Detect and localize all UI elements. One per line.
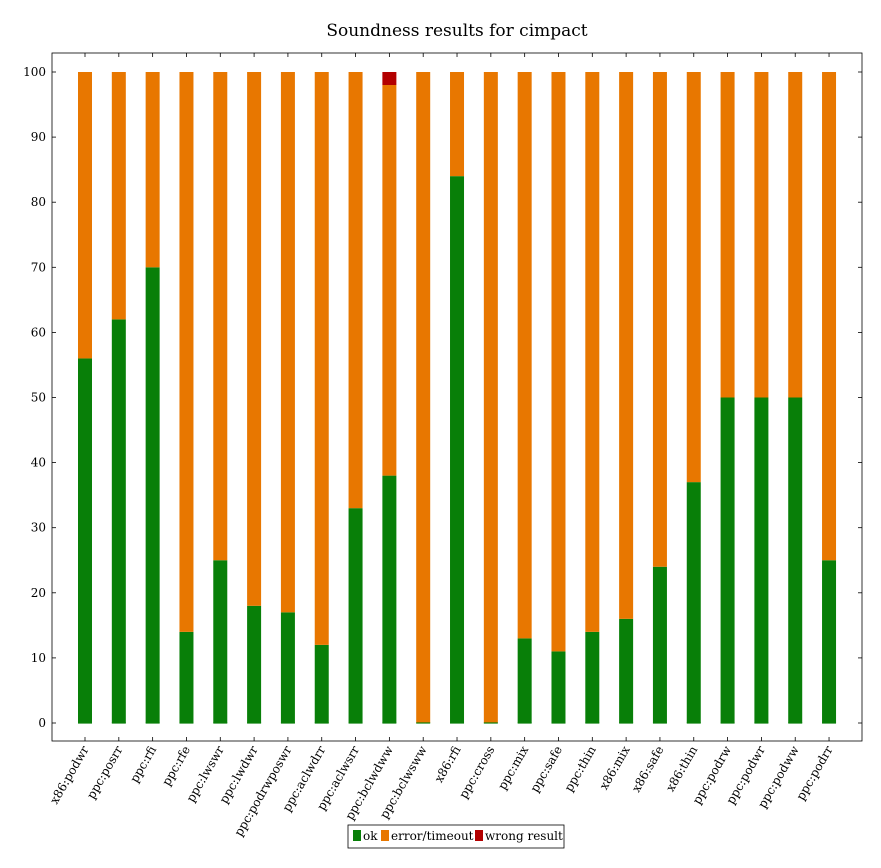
x-tick-label: x86:podwr bbox=[47, 743, 92, 806]
bar-ok bbox=[788, 397, 803, 723]
y-tick-label: 40 bbox=[31, 456, 46, 470]
legend-swatch bbox=[381, 830, 389, 841]
legend-label: error/timeout bbox=[391, 829, 474, 843]
bar-error-timeout bbox=[213, 72, 228, 561]
x-tick-label: ppc:mix bbox=[495, 743, 531, 792]
bar-ok bbox=[551, 651, 566, 723]
bar-ok bbox=[213, 560, 228, 723]
bars-group bbox=[78, 72, 837, 724]
bar-error-timeout bbox=[416, 72, 431, 723]
y-tick-label: 100 bbox=[23, 65, 46, 79]
x-tick-label: x86:safe bbox=[629, 744, 667, 795]
bar-ok bbox=[145, 267, 160, 723]
legend-label: wrong result bbox=[485, 829, 563, 843]
bar-ok bbox=[585, 631, 600, 723]
bar-ok bbox=[314, 644, 329, 723]
x-tick-label: ppc:rfi bbox=[127, 744, 159, 786]
y-tick-label: 0 bbox=[38, 716, 46, 730]
bar-ok bbox=[517, 638, 532, 723]
bar-ok bbox=[348, 508, 363, 723]
legend-label: ok bbox=[363, 829, 378, 843]
bar-error-timeout bbox=[280, 72, 295, 613]
bar-ok bbox=[450, 176, 465, 723]
bar-ok bbox=[78, 358, 92, 723]
bar-error-timeout bbox=[720, 72, 735, 398]
bar-ok bbox=[720, 397, 735, 723]
y-tick-label: 10 bbox=[31, 651, 46, 665]
bar-error-timeout bbox=[314, 72, 329, 645]
bar-error-timeout bbox=[348, 72, 363, 509]
x-tick-label: x86:thin bbox=[663, 743, 700, 794]
x-tick-label: ppc:rfe bbox=[159, 744, 193, 789]
bar-ok bbox=[280, 612, 295, 723]
bar-error-timeout bbox=[619, 72, 634, 619]
bar-error-timeout bbox=[551, 72, 566, 652]
bar-error-timeout bbox=[483, 72, 498, 723]
bar-error-timeout bbox=[754, 72, 769, 398]
bar-error-timeout bbox=[686, 72, 701, 483]
x-tick-label: ppc:safe bbox=[527, 744, 565, 795]
bar-error-timeout bbox=[517, 72, 532, 639]
x-tick-label: x86:rfi bbox=[432, 744, 464, 785]
bar-error-timeout bbox=[145, 72, 160, 268]
y-tick-label: 20 bbox=[31, 586, 46, 600]
y-tick-label: 60 bbox=[31, 325, 46, 339]
bar-ok bbox=[111, 319, 126, 723]
bar-error-timeout bbox=[179, 72, 194, 632]
x-tick-label: x86:mix bbox=[597, 743, 633, 792]
bar-error-timeout bbox=[111, 72, 126, 320]
legend: ok error/timeout wrong result bbox=[347, 824, 565, 849]
bar-error-timeout bbox=[78, 72, 92, 359]
bar-error-timeout bbox=[382, 85, 397, 476]
bar-ok bbox=[686, 482, 701, 723]
legend-swatch bbox=[353, 830, 361, 841]
bar-error-timeout bbox=[450, 72, 465, 177]
bar-ok bbox=[754, 397, 769, 723]
y-tick-label: 90 bbox=[31, 130, 46, 144]
bar-ok bbox=[382, 475, 397, 723]
bar-ok bbox=[652, 566, 667, 723]
y-tick-label: 50 bbox=[31, 391, 46, 405]
bar-error-timeout bbox=[788, 72, 803, 398]
legend-box bbox=[347, 824, 565, 849]
y-tick-label: 80 bbox=[31, 195, 46, 209]
y-axis: 0 10 20 30 40 50 60 70 80 90 100 bbox=[23, 65, 862, 730]
y-tick-label: 70 bbox=[31, 260, 46, 274]
bar-ok bbox=[619, 618, 634, 723]
x-tick-label: ppc:thin bbox=[562, 743, 599, 794]
bar-error-timeout bbox=[585, 72, 600, 632]
bar-error-timeout bbox=[822, 72, 837, 561]
bar-ok bbox=[247, 605, 262, 723]
bar-error-timeout bbox=[652, 72, 667, 567]
y-tick-label: 30 bbox=[31, 521, 46, 535]
bar-ok bbox=[179, 631, 194, 723]
bar-wrong-result bbox=[382, 72, 397, 86]
bar-ok bbox=[822, 560, 837, 723]
legend-swatch bbox=[475, 830, 483, 841]
chart-title: Soundness results for cimpact bbox=[326, 21, 587, 41]
bar-error-timeout bbox=[247, 72, 262, 606]
